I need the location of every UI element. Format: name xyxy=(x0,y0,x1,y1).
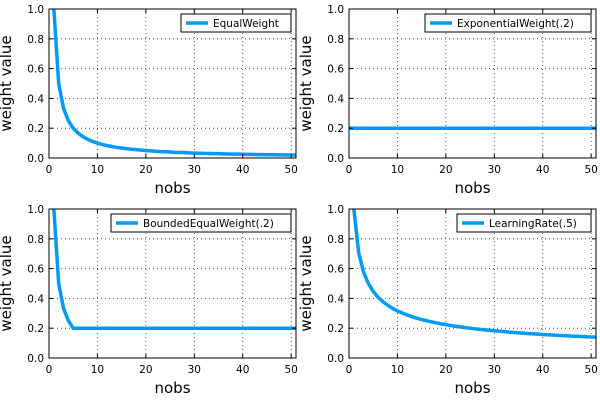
x-tick-label: 40 xyxy=(536,164,549,176)
y-tick-label: 0.0 xyxy=(327,153,344,165)
x-tick-label: 50 xyxy=(284,364,297,376)
x-tick-label: 30 xyxy=(188,164,201,176)
y-axis-label: weight value xyxy=(297,35,315,131)
y-tick-label: 0.8 xyxy=(27,234,44,246)
subplot-2: 0 10 20 30 40 50 0.0 0.2 0.4 0.6 0.8 1.0 nobs weight … xyxy=(297,4,598,197)
legend-label: ExponentialWeight(.2) xyxy=(457,18,574,30)
x-tick-label: 40 xyxy=(236,164,249,176)
plot-frame xyxy=(48,8,297,159)
y-tick-label: 0.6 xyxy=(27,264,44,276)
y-tick-label: 1.0 xyxy=(27,4,44,16)
y-tick-label: 0.0 xyxy=(327,353,344,365)
subplot-1: 0 10 20 30 40 50 0.0 0.2 0.4 0.6 0.8 1.0 nobs weight … xyxy=(0,4,298,197)
y-tick-label: 0.0 xyxy=(27,153,44,165)
x-tick-label: 0 xyxy=(346,364,353,376)
y-tick-label: 0.4 xyxy=(327,93,344,105)
y-tick-label: 1.0 xyxy=(327,204,344,216)
y-tick-label: 0.2 xyxy=(27,123,44,135)
subplot-3: 0 10 20 30 40 50 0.0 0.2 0.4 0.6 0.8 1.0 nobs weight … xyxy=(0,204,298,397)
x-tick-label: 50 xyxy=(584,164,597,176)
x-tick-label: 20 xyxy=(139,164,152,176)
x-tick-label: 0 xyxy=(46,364,53,376)
plot-frame xyxy=(48,208,297,359)
y-tick-label: 0.4 xyxy=(27,293,44,305)
y-tick-label: 0.4 xyxy=(327,293,344,305)
y-tick-label: 0.2 xyxy=(27,323,44,335)
y-tick-label: 0.8 xyxy=(27,34,44,46)
legend-label: EqualWeight xyxy=(213,18,279,30)
legend-box xyxy=(180,13,292,33)
y-axis-label: weight value xyxy=(0,235,15,331)
y-tick-label: 1.0 xyxy=(327,4,344,16)
x-tick-label: 30 xyxy=(488,164,501,176)
y-axis-label: weight value xyxy=(297,235,315,331)
y-tick-label: 0.6 xyxy=(327,64,344,76)
x-tick-label: 20 xyxy=(139,364,152,376)
x-tick-label: 20 xyxy=(439,164,452,176)
plot-frame xyxy=(348,208,597,359)
x-tick-label: 30 xyxy=(488,364,501,376)
x-axis-label: nobs xyxy=(454,179,490,197)
legend: BoundedEqualWeight(.2) xyxy=(110,213,292,233)
y-axis-label: weight value xyxy=(0,35,15,131)
legend-label: BoundedEqualWeight(.2) xyxy=(143,218,274,230)
plot-frame xyxy=(348,8,597,159)
x-axis-label: nobs xyxy=(454,379,490,397)
y-tick-label: 0.4 xyxy=(27,93,44,105)
x-tick-label: 10 xyxy=(391,164,404,176)
y-tick-label: 0.0 xyxy=(27,353,44,365)
y-tick-label: 0.2 xyxy=(327,323,344,335)
y-tick-label: 0.6 xyxy=(27,64,44,76)
subplot-4: 0 10 20 30 40 50 0.0 0.2 0.4 0.6 0.8 1.0 nobs weight … xyxy=(297,204,598,397)
x-tick-label: 40 xyxy=(536,364,549,376)
y-tick-label: 1.0 xyxy=(27,204,44,216)
x-axis-label: nobs xyxy=(154,379,190,397)
y-tick-label: 0.6 xyxy=(327,264,344,276)
x-tick-label: 0 xyxy=(346,164,353,176)
y-tick-label: 0.8 xyxy=(327,234,344,246)
legend-box xyxy=(424,13,592,33)
series-line-1 xyxy=(352,208,597,339)
x-tick-label: 50 xyxy=(584,364,597,376)
x-tick-label: 20 xyxy=(439,364,452,376)
x-tick-label: 0 xyxy=(46,164,53,176)
series-line-1 xyxy=(52,208,296,330)
x-tick-label: 50 xyxy=(284,164,297,176)
series-line-1 xyxy=(52,8,296,157)
legend: LearningRate(.5) xyxy=(456,213,592,233)
x-tick-label: 10 xyxy=(91,364,104,376)
x-tick-label: 10 xyxy=(391,364,404,376)
legend-label: LearningRate(.5) xyxy=(489,218,577,230)
y-tick-label: 0.8 xyxy=(327,34,344,46)
legend: EqualWeight xyxy=(180,13,292,33)
x-axis-label: nobs xyxy=(154,179,190,197)
y-tick-label: 0.2 xyxy=(327,123,344,135)
legend-box xyxy=(456,213,592,233)
legend-box xyxy=(110,213,292,233)
x-tick-label: 30 xyxy=(188,364,201,376)
x-tick-label: 10 xyxy=(91,164,104,176)
legend: ExponentialWeight(.2) xyxy=(424,13,592,33)
x-tick-label: 40 xyxy=(236,364,249,376)
